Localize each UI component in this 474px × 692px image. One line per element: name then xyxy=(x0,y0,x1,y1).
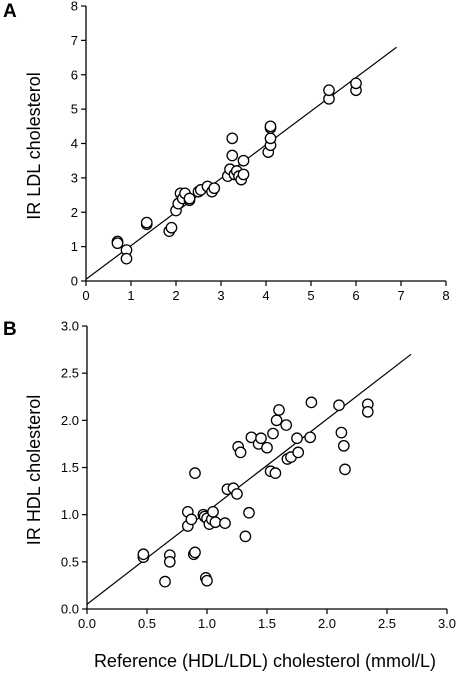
panel-b-data-point xyxy=(189,546,201,559)
panel-a-x-tick-label: 7 xyxy=(397,288,404,303)
panel-a-data-point xyxy=(183,192,196,205)
panel-a-y-tick-label: 1 xyxy=(71,239,78,254)
panel-b-data-point xyxy=(189,467,201,480)
panel-b-y-tick-label: 1.5 xyxy=(61,460,79,475)
panel-b: B IR HDL cholesterol Reference (HDL/LDL)… xyxy=(3,319,456,672)
panel-b-x-tick-label: 1.0 xyxy=(198,616,216,631)
figure-caption-fragment xyxy=(4,684,474,692)
panel-a-y-tick-label: 3 xyxy=(71,170,78,185)
panel-a-x-tick-label: 8 xyxy=(442,288,449,303)
panel-b-x-tick-label: 2.5 xyxy=(378,616,396,631)
panel-a-y-tick-label: 4 xyxy=(71,136,78,151)
panel-b-y-tick-label: 2.5 xyxy=(61,366,79,381)
panel-b-data-point xyxy=(291,432,303,445)
panel-b-y-axis-title: IR HDL cholesterol xyxy=(24,395,44,545)
panel-b-data-point xyxy=(292,446,305,459)
panel-b-data-point xyxy=(255,432,267,445)
panel-b-y-tick-label: 3.0 xyxy=(61,319,79,334)
panel-b-data-point xyxy=(239,530,252,543)
panel-b-data-point xyxy=(261,441,273,454)
panel-b-label: B xyxy=(3,319,17,340)
panel-b-y-tick-label: 2.0 xyxy=(61,413,79,428)
panel-a-data-point xyxy=(120,252,133,265)
panel-b-data-point xyxy=(219,517,231,530)
panel-b-data-point xyxy=(269,467,282,480)
panel-a-y-tick-label: 8 xyxy=(71,0,78,14)
panel-a-data-point xyxy=(165,221,178,234)
panel-b-data-point xyxy=(305,396,318,409)
panel-a-data-point xyxy=(140,216,153,229)
panel-a-data-point xyxy=(264,120,277,133)
panel-a-x-tick-label: 2 xyxy=(172,288,179,303)
panel-b-data-point xyxy=(137,548,150,561)
panel-a-data-point xyxy=(226,149,239,162)
panel-b-data-point xyxy=(280,419,293,431)
panel-a: A IR LDL cholesterol 0 1 2 3 4 5 6 7 8 0 1 2 3 4 5 6 7 8 xyxy=(3,0,450,303)
panel-b-data-point xyxy=(361,405,374,418)
panel-a-x-tick-label: 4 xyxy=(262,288,269,303)
panel-b-y-tick-label: 1.0 xyxy=(61,507,79,522)
panel-a-data-point xyxy=(264,132,277,145)
panel-b-x-axis-title: Reference (HDL/LDL) cholesterol (mmol/L) xyxy=(94,651,436,671)
panel-a-label: A xyxy=(3,1,17,22)
panel-a-y-tick-label: 7 xyxy=(71,33,78,48)
panel-b-data-point xyxy=(267,427,279,440)
panel-b-data-point xyxy=(304,431,317,444)
panel-b-regression-line xyxy=(86,353,412,605)
panel-b-data-point xyxy=(234,446,247,459)
panel-b-data-point xyxy=(333,399,345,412)
panel-a-x-tick-label: 1 xyxy=(127,288,134,303)
panel-b-data-point xyxy=(337,439,350,452)
panel-b-x-tick-label: 3.0 xyxy=(438,616,456,631)
panel-b-data-point xyxy=(270,414,283,427)
panel-a-data-point xyxy=(237,154,250,167)
panel-a-x-tick-label: 3 xyxy=(217,288,224,303)
panel-a-data-point xyxy=(323,84,335,97)
panel-b-data-point xyxy=(163,555,176,568)
panel-b-x-tick-label: 1.5 xyxy=(258,616,276,631)
panel-b-data-point xyxy=(231,488,243,500)
panel-a-y-tick-label: 5 xyxy=(71,102,78,117)
panel-a-plot-area: 0 1 2 3 4 5 6 7 8 0 1 2 3 4 5 6 7 8 xyxy=(71,0,450,303)
panel-b-data-point xyxy=(207,505,219,518)
panel-a-data-point xyxy=(350,77,362,90)
panel-b-x-tick-label: 2.0 xyxy=(318,616,336,631)
panel-a-x-tick-label: 0 xyxy=(82,288,89,303)
panel-a-y-tick-label: 6 xyxy=(71,67,78,82)
panel-b-data-point xyxy=(159,575,171,588)
panel-a-y-tick-label: 2 xyxy=(71,205,78,220)
panel-a-data-point xyxy=(111,237,124,250)
panel-b-data-point xyxy=(201,574,213,587)
panel-b-data-point xyxy=(185,513,198,526)
panel-b-x-tick-label: 0.0 xyxy=(78,616,96,631)
panel-a-data-point xyxy=(208,182,221,195)
panel-b-plot-area: 0.0 0.5 1.0 1.5 2.0 2.5 3.0 0.0 0.5 1.0 1.5 2.0 2.5 3… xyxy=(61,319,456,632)
panel-a-data-point xyxy=(237,168,250,181)
panel-b-data-point xyxy=(339,463,351,476)
panel-b-data-point xyxy=(209,516,222,529)
panel-a-y-axis-title: IR LDL cholesterol xyxy=(24,72,44,219)
panel-b-data-point xyxy=(243,506,255,519)
panel-b-y-tick-label: 0.0 xyxy=(61,602,79,617)
panel-b-data-point xyxy=(335,426,348,439)
panel-a-y-tick-label: 0 xyxy=(71,274,78,289)
panel-b-y-tick-label: 0.5 xyxy=(61,554,79,569)
panel-b-data-point xyxy=(273,404,285,416)
panel-a-data-point xyxy=(226,132,239,145)
panel-a-x-tick-label: 5 xyxy=(307,288,314,303)
panel-b-x-tick-label: 0.5 xyxy=(138,616,156,631)
panel-a-x-tick-label: 6 xyxy=(352,288,359,303)
